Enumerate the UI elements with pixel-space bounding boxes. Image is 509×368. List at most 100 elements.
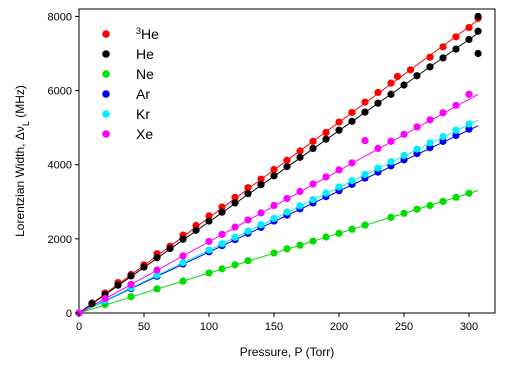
legend-label-name-3: Ar [136, 86, 150, 102]
point-series-5-2 [127, 280, 135, 289]
point-series-1-19 [322, 135, 330, 143]
point-series-0-15 [270, 165, 278, 174]
point-series-5-1 [101, 294, 109, 303]
y-tick-label-1: 2000 [48, 234, 72, 246]
point-series-0-30 [465, 23, 473, 32]
point-series-1-30 [465, 35, 473, 44]
y-axis-label-subscript: L [21, 121, 31, 126]
point-series-2-9 [270, 249, 278, 257]
fit-line-series-5 [78, 93, 479, 314]
point-series-3-24 [452, 131, 460, 140]
point-series-1-23 [374, 99, 382, 107]
point-series-0-23 [374, 88, 382, 97]
point-series-1-8 [179, 235, 187, 243]
point-series-4-5 [205, 246, 213, 254]
point-series-2-14 [335, 229, 343, 237]
fit-line-series-4 [78, 119, 479, 314]
x-tick-label-4: 200 [330, 321, 348, 333]
point-series-1-12 [231, 199, 239, 207]
plot-area [75, 8, 496, 317]
point-series-5-11 [283, 194, 291, 203]
point-series-0-22 [361, 98, 369, 106]
point-series-5-8 [244, 216, 252, 224]
x-tick-label-5: 250 [395, 321, 413, 333]
point-series-2-10 [283, 245, 291, 253]
point-series-5-24 [452, 101, 460, 109]
point-series-2-6 [218, 265, 226, 273]
point-series-5-20 [400, 130, 408, 138]
point-series-5-15 [335, 166, 343, 174]
point-series-5-12 [296, 187, 304, 195]
point-series-0-12 [231, 193, 239, 201]
point-series-1-24 [387, 90, 395, 98]
point-series-1-33 [474, 49, 482, 58]
point-series-5-19 [387, 137, 395, 145]
legend-label-0: 3He [136, 26, 159, 42]
point-series-4-21 [413, 145, 421, 153]
point-series-4-14 [322, 189, 330, 197]
point-series-0-14 [257, 175, 265, 183]
x-tick-label-2: 100 [200, 321, 218, 333]
legend-label-3: Ar [136, 86, 150, 102]
legend-marker-4 [102, 110, 110, 118]
legend-marker-0 [102, 30, 110, 38]
point-series-1-21 [348, 117, 356, 125]
y-tick-label-3: 6000 [48, 86, 72, 98]
y-tick-label-2: 4000 [48, 160, 72, 172]
point-series-4-16 [348, 177, 356, 185]
point-series-2-17 [387, 213, 395, 221]
x-tick-label-6: 300 [460, 321, 478, 333]
point-series-1-9 [192, 226, 200, 234]
point-series-5-13 [309, 180, 317, 188]
data-points [75, 12, 482, 317]
point-series-2-11 [296, 241, 304, 249]
point-series-5-5 [205, 237, 213, 246]
point-series-4-20 [400, 151, 408, 160]
point-series-1-13 [244, 190, 252, 198]
point-series-5-4 [179, 252, 187, 260]
point-series-2-2 [127, 293, 135, 301]
point-series-1-3 [114, 281, 122, 289]
point-series-0-17 [296, 147, 304, 155]
y-axis-label-unit: (MHz) [13, 85, 27, 121]
legend-label-name-1: He [136, 46, 154, 62]
point-series-0-13 [244, 184, 252, 192]
point-series-0-28 [439, 43, 447, 51]
point-series-1-11 [218, 208, 226, 216]
point-series-1-32 [474, 12, 482, 21]
point-series-2-20 [426, 201, 434, 210]
point-series-1-10 [205, 217, 213, 225]
point-series-1-25 [400, 81, 408, 89]
point-series-4-9 [257, 221, 265, 229]
y-axis: 0 2000 4000 6000 8000 [48, 11, 79, 320]
point-series-4-3 [153, 271, 161, 279]
legend-label-name-0: He [141, 26, 159, 42]
point-series-4-4 [179, 258, 187, 267]
x-tick-label-0: 0 [76, 321, 82, 333]
y-axis-label-main: Lorentzian Width, Δν [13, 126, 27, 237]
point-series-4-11 [283, 208, 291, 216]
point-series-0-24 [387, 79, 395, 87]
legend-marker-1 [102, 50, 110, 58]
point-series-0-27 [426, 53, 434, 61]
point-series-2-12 [309, 237, 317, 245]
point-series-1-18 [309, 144, 317, 152]
point-series-1-17 [296, 153, 304, 161]
point-series-3-25 [465, 125, 473, 133]
point-series-5-21 [413, 123, 421, 131]
point-series-0-10 [205, 212, 213, 220]
point-series-2-7 [231, 261, 239, 269]
legend-label-4: Kr [136, 106, 150, 122]
point-series-0-11 [218, 203, 226, 211]
plot-frame [78, 8, 496, 314]
point-series-1-14 [257, 181, 265, 189]
point-series-1-15 [270, 172, 278, 180]
x-tick-label-3: 150 [265, 321, 283, 333]
point-series-4-15 [335, 183, 343, 191]
point-series-0-16 [283, 156, 291, 164]
point-series-4-10 [270, 214, 278, 223]
point-series-2-5 [205, 269, 213, 277]
point-series-4-23 [439, 132, 447, 141]
point-series-5-6 [218, 230, 226, 239]
